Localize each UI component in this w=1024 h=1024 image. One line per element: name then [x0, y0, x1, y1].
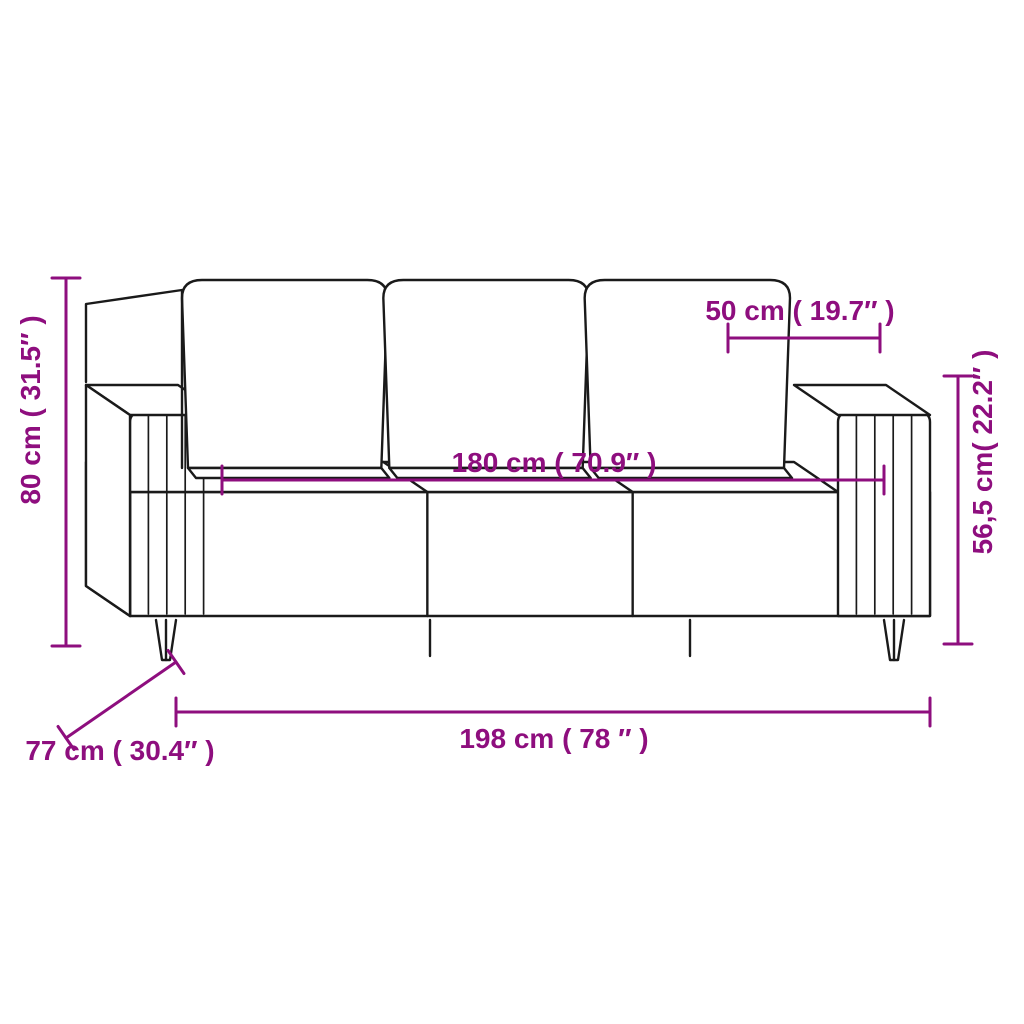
label-seat-width: 180 cm ( 70.9″ )	[452, 447, 657, 478]
label-total-width: 198 cm ( 78 ″ )	[459, 723, 648, 754]
label-height: 80 cm ( 31.5″ )	[15, 315, 46, 504]
label-depth: 77 cm ( 30.4″ )	[25, 735, 214, 766]
label-seat-depth: 50 cm ( 19.7″ )	[705, 295, 894, 326]
label-arm-height: 56,5 cm( 22.2″ )	[967, 350, 998, 555]
dimension-diagram: 80 cm ( 31.5″ ) 77 cm ( 30.4″ ) 198 cm (…	[0, 0, 1024, 1024]
